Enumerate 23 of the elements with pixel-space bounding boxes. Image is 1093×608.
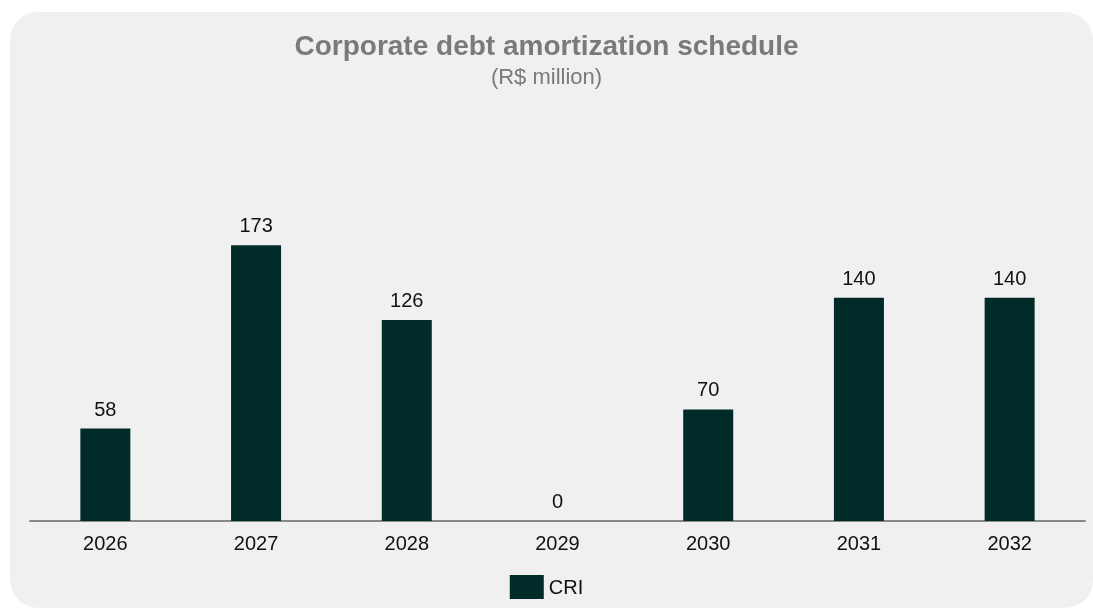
bar [683,409,734,521]
x-tick-label: 2032 [987,532,1032,554]
data-label: 140 [992,266,1027,289]
x-tick-label: 2031 [836,532,882,554]
bar [381,320,432,521]
bar [984,297,1035,521]
x-tick-label: 2028 [384,532,430,554]
data-label: 173 [239,214,273,237]
data-label: 58 [94,397,117,420]
bar [231,245,282,521]
x-tick-label: 2030 [685,532,731,554]
data-label: 126 [390,289,424,312]
data-label: 0 [551,490,564,512]
bar [80,428,131,521]
bar [833,297,884,521]
legend-label: CRI [548,576,584,598]
x-tick-label: 2026 [83,532,128,554]
x-tick-label: 2029 [535,532,580,554]
chart-subtitle: (R$ million) [490,63,603,89]
data-label: 70 [697,378,720,401]
data-label: 140 [842,266,876,289]
x-tick-label: 2027 [233,532,279,554]
chart-title: Corporate debt amortization schedule [294,29,799,61]
